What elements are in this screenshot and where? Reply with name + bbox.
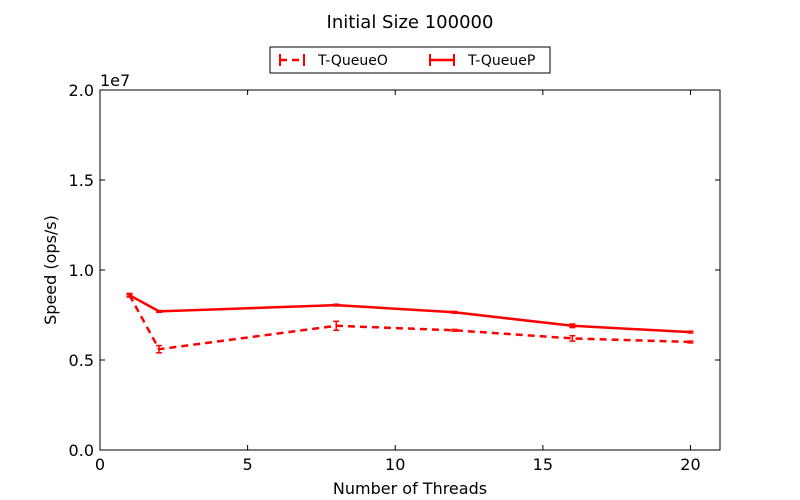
y-tick-label: 0.0 [69, 441, 94, 460]
y-tick-label: 1.5 [69, 171, 94, 190]
chart-title: Initial Size 100000 [327, 12, 494, 33]
y-offset-label: 1e7 [100, 71, 130, 90]
legend: T-QueueO T-QueueP [269, 46, 551, 74]
x-tick-label: 15 [533, 455, 553, 474]
legend-box [269, 46, 551, 74]
y-tick-label: 1.0 [69, 261, 94, 280]
series-line-T-QueueO [128, 294, 691, 351]
y-tick-label: 0.5 [69, 351, 94, 370]
series-line-T-QueueP [128, 294, 691, 334]
plot-frame [99, 89, 721, 451]
y-tick-label: 2.0 [69, 81, 94, 100]
y-axis-label: Speed (ops/s) [41, 215, 60, 325]
x-tick-label: 10 [385, 455, 405, 474]
x-tick-label: 5 [243, 455, 253, 474]
legend-label-T-QueueO: T-QueueO [317, 53, 388, 69]
legend-label-T-QueueP: T-QueueP [467, 53, 535, 69]
x-tick-label: 0 [95, 455, 105, 474]
x-tick-label: 20 [680, 455, 700, 474]
x-axis-label: Number of Threads [333, 479, 487, 498]
